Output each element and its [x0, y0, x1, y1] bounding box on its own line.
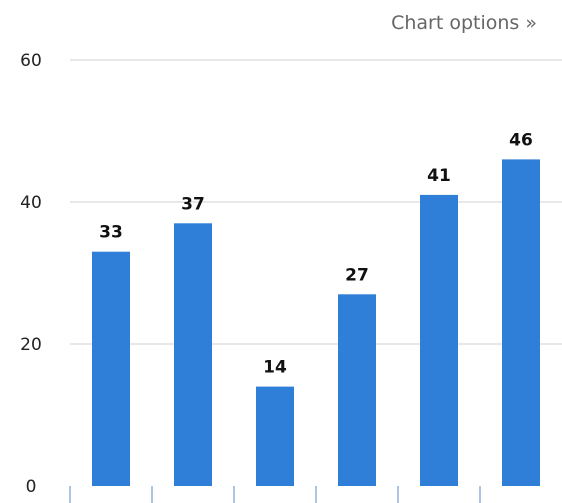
x-axis-ticks: [69, 486, 481, 503]
y-tick-label: 60: [20, 51, 42, 71]
bar[interactable]: [502, 159, 540, 486]
data-label: 33: [99, 223, 123, 243]
data-label: 41: [427, 166, 451, 186]
data-labels: 33 37 14 27 41 46: [99, 130, 533, 377]
data-label: 46: [509, 130, 533, 150]
bar[interactable]: [256, 386, 294, 486]
data-label: 27: [345, 265, 369, 285]
bars: [92, 159, 540, 487]
gridlines: [70, 59, 562, 345]
data-label: 14: [263, 358, 287, 378]
y-tick-label: 40: [20, 193, 42, 213]
data-label: 37: [181, 194, 205, 214]
bar[interactable]: [92, 251, 130, 486]
y-tick-label: 20: [20, 335, 42, 355]
bar[interactable]: [174, 223, 212, 487]
bar[interactable]: [338, 294, 376, 486]
chart-options-link[interactable]: Chart options »: [391, 12, 537, 34]
y-tick-label: 0: [26, 477, 37, 497]
y-axis-tick-labels: 0 20 40 60: [20, 51, 42, 497]
bar[interactable]: [420, 194, 458, 486]
